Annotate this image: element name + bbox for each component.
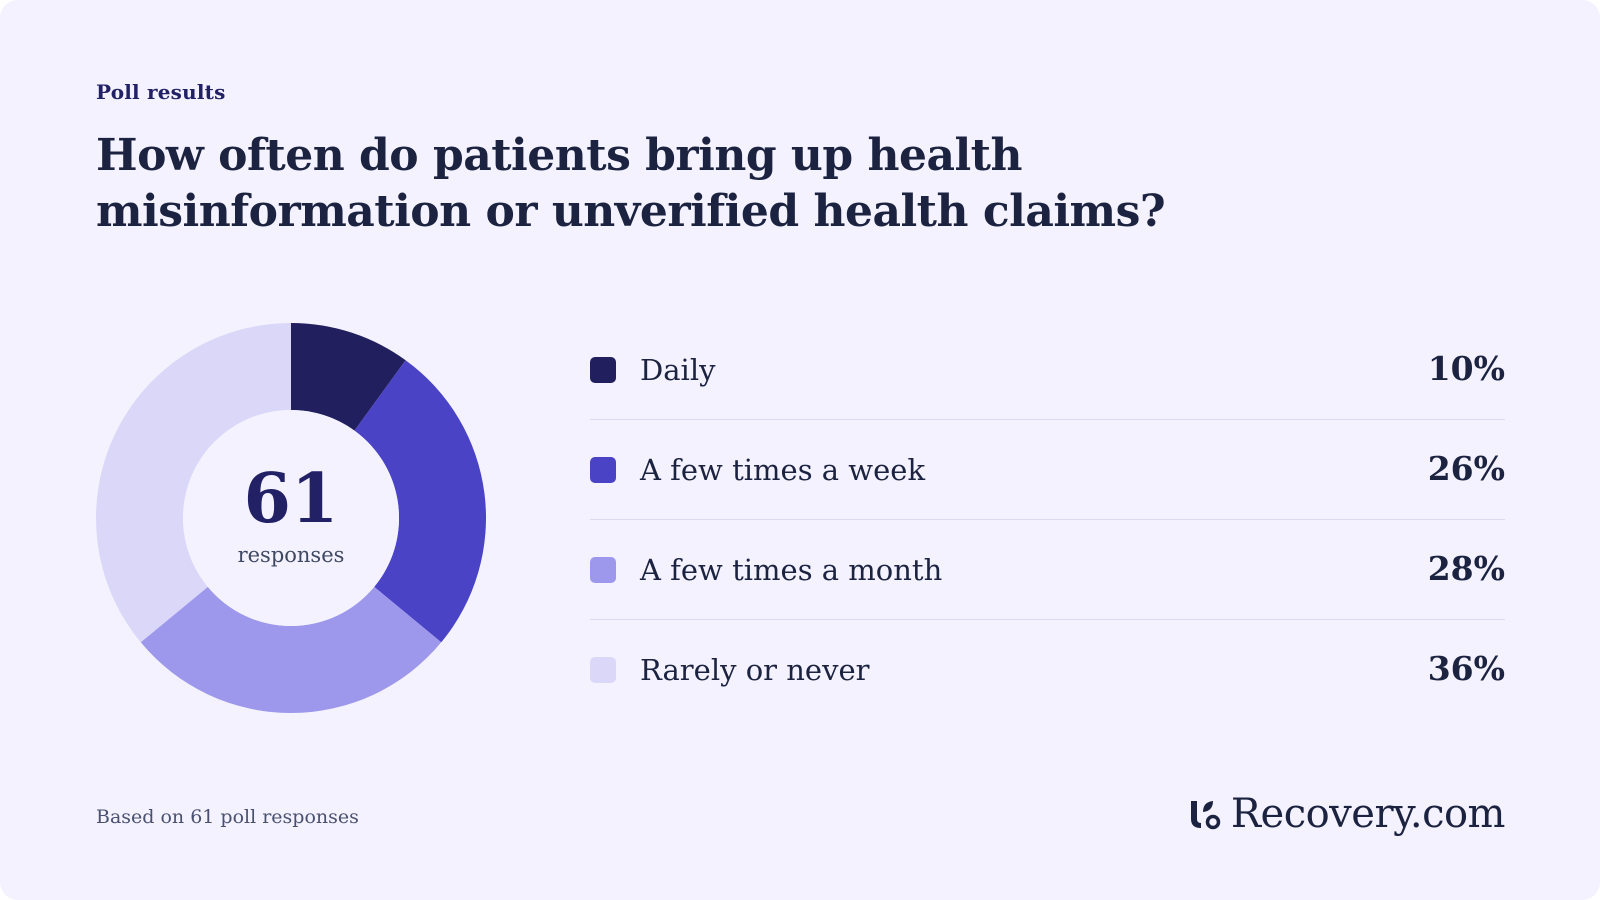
response-count: 61 — [243, 459, 339, 539]
page-title: How often do patients bring up health mi… — [96, 130, 1166, 237]
donut-slice-few-times-week — [354, 360, 486, 643]
legend-row-few-times-month: A few times a month 28% — [590, 520, 1505, 620]
logo-wordmark: Recovery.com — [1230, 791, 1506, 837]
chart-legend: Daily 10% A few times a week 26% A few t… — [590, 320, 1505, 719]
legend-swatch-daily — [590, 357, 616, 383]
recovery-logo[interactable]: Recovery.com — [1189, 790, 1506, 838]
legend-label-rarely-never: Rarely or never — [640, 653, 870, 687]
recovery-logo-icon — [1190, 801, 1221, 830]
footnote: Based on 61 poll responses — [96, 806, 359, 828]
legend-label-daily: Daily — [640, 353, 716, 387]
legend-value-rarely-never: 36% — [1427, 649, 1505, 688]
legend-label-few-times-week: A few times a week — [640, 453, 926, 487]
legend-label-few-times-month: A few times a month — [640, 553, 943, 587]
donut-hole — [183, 410, 399, 626]
legend-value-few-times-month: 28% — [1427, 549, 1505, 588]
legend-value-daily: 10% — [1427, 349, 1505, 388]
legend-swatch-few-times-month — [590, 557, 616, 583]
legend-row-daily: Daily 10% — [590, 320, 1505, 420]
legend-row-few-times-week: A few times a week 26% — [590, 420, 1505, 520]
donut-chart-svg — [96, 323, 486, 713]
legend-swatch-rarely-never — [590, 657, 616, 683]
response-count-label: responses — [237, 543, 345, 567]
eyebrow-label: Poll results — [96, 80, 226, 104]
legend-swatch-few-times-week — [590, 457, 616, 483]
donut-chart: 61 responses — [96, 323, 486, 713]
legend-row-rarely-never: Rarely or never 36% — [590, 620, 1505, 719]
donut-slice-few-times-month — [140, 586, 442, 713]
donut-slice-daily — [291, 323, 406, 431]
donut-slice-rarely-never — [96, 323, 291, 643]
legend-value-few-times-week: 26% — [1427, 449, 1505, 488]
